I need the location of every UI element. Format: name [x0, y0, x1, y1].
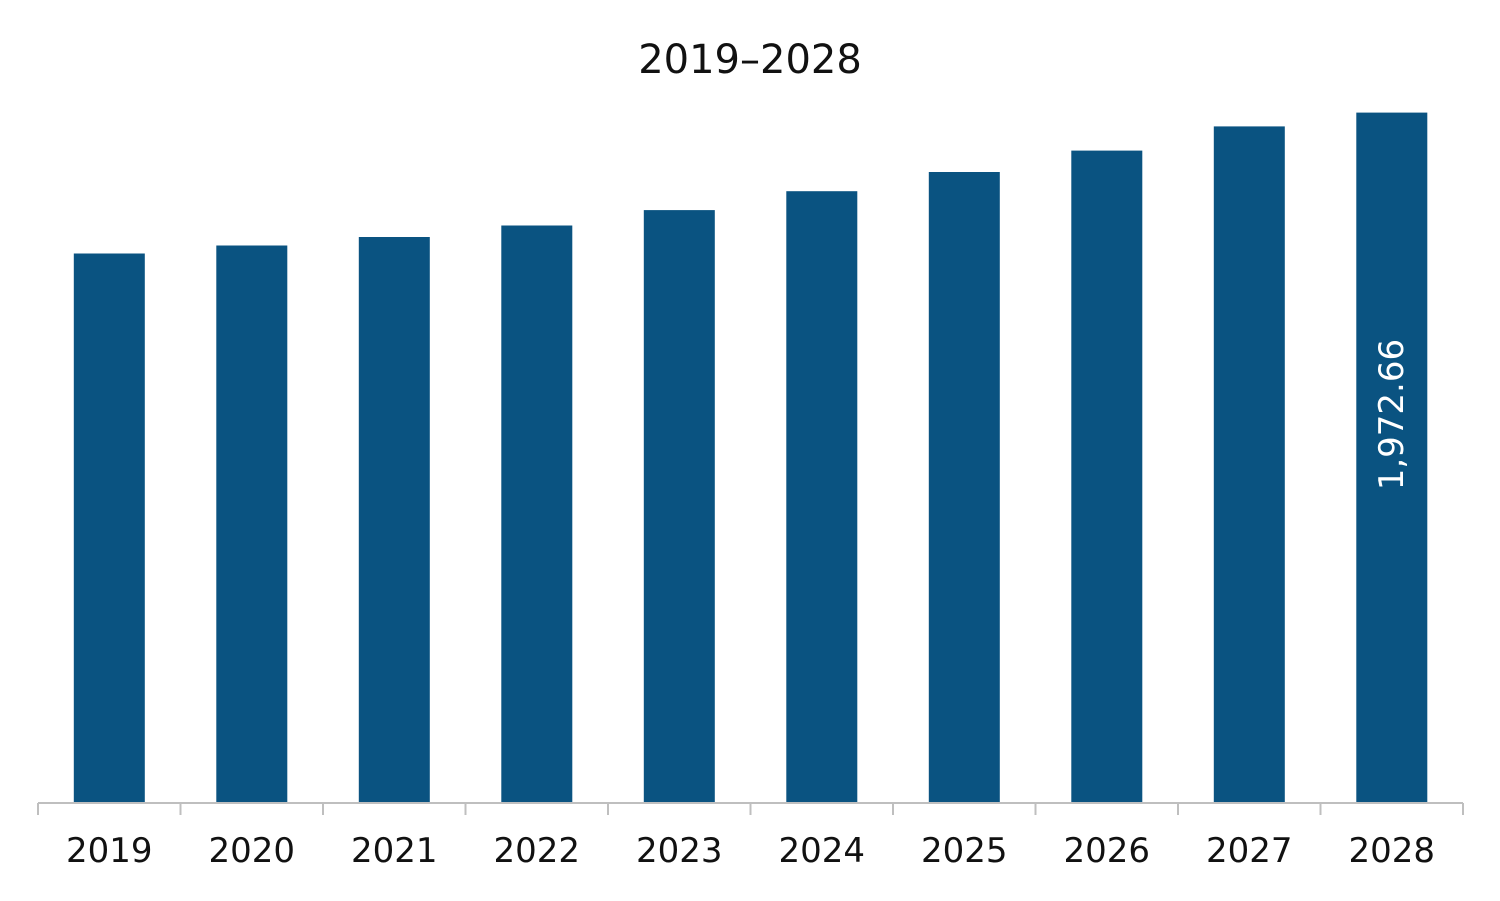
x-tick-label-2023: 2023: [636, 831, 723, 871]
x-tick-label-2024: 2024: [779, 831, 866, 871]
bar-2028: [1356, 112, 1428, 804]
x-tick-labels: 2019 2020 2021 2022 2023 2024 2025 2026 2027 2028: [66, 831, 1435, 871]
x-tick-label-2026: 2026: [1064, 831, 1151, 871]
x-tick-label-2019: 2019: [66, 831, 153, 871]
bar-2023: [643, 210, 715, 804]
data-label-2028: 1,972.66: [1372, 339, 1412, 490]
x-tick-label-2020: 2020: [209, 831, 296, 871]
x-tick-label-2027: 2027: [1206, 831, 1293, 871]
bar-2019: [73, 253, 145, 803]
bar-2027: [1213, 126, 1285, 803]
bar-2020: [216, 245, 288, 803]
x-tick-label-2022: 2022: [494, 831, 581, 871]
bar-2026: [1071, 150, 1143, 804]
bar-2021: [358, 237, 430, 803]
x-tick-label-2021: 2021: [351, 831, 438, 871]
bars-layer: [73, 112, 1428, 804]
x-tick-label-2028: 2028: [1349, 831, 1436, 871]
bar-2025: [928, 172, 1000, 803]
data-labels: 1,972.66: [1372, 339, 1412, 490]
chart-title: 2019–2028: [638, 37, 862, 83]
bar-2024: [786, 191, 858, 803]
x-axis: [37, 802, 1464, 815]
x-tick-label-2025: 2025: [921, 831, 1008, 871]
bar-2022: [501, 225, 573, 803]
